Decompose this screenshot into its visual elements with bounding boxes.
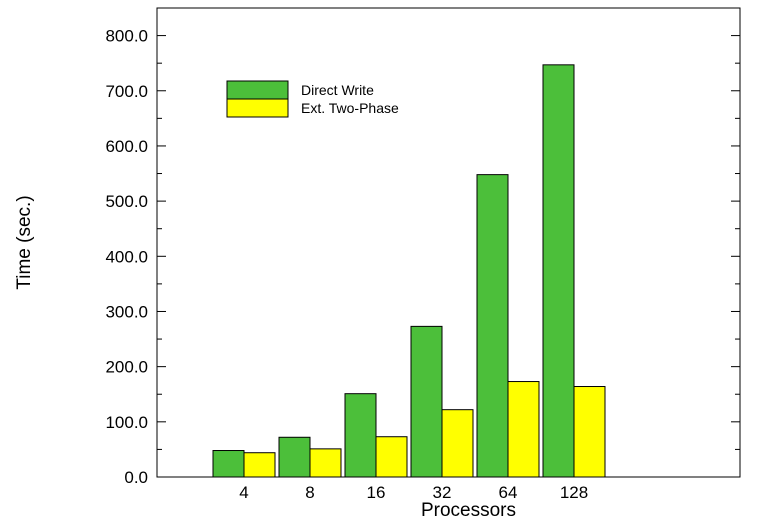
legend-label-direct-write: Direct Write xyxy=(301,82,374,98)
legend-label-ext-two-phase: Ext. Two-Phase xyxy=(301,100,399,116)
x-tick-label: 16 xyxy=(367,483,386,502)
x-tick-label: 128 xyxy=(560,483,588,502)
bar-ext-two-phase xyxy=(243,452,276,478)
bar-ext-two-phase xyxy=(507,381,540,478)
plot-area xyxy=(156,7,741,478)
bars xyxy=(212,64,606,478)
legend: Direct Write Ext. Two-Phase xyxy=(226,80,399,118)
y-tick-label: 600.0 xyxy=(105,137,148,156)
bar-direct-write xyxy=(344,393,377,478)
bar-direct-write xyxy=(476,174,509,478)
plot-frame xyxy=(156,7,741,478)
bar-direct-write xyxy=(542,64,575,478)
legend-swatch-direct-write xyxy=(226,80,289,100)
y-tick-label: 300.0 xyxy=(105,302,148,321)
legend-swatch-ext-two-phase xyxy=(226,98,289,118)
x-axis: 4 8 16 32 64 128 xyxy=(239,469,588,502)
bar-direct-write xyxy=(278,436,311,478)
bar-ext-two-phase xyxy=(375,436,408,478)
bar-ext-two-phase xyxy=(573,386,606,478)
x-tick-label: 4 xyxy=(239,483,248,502)
y-tick-label: 800.0 xyxy=(105,27,148,46)
x-tick-label: 64 xyxy=(499,483,518,502)
y-tick-label: 100.0 xyxy=(105,413,148,432)
bar-direct-write xyxy=(212,450,245,478)
y-axis-title: Time (sec.) xyxy=(14,195,35,289)
x-tick-label: 32 xyxy=(433,483,452,502)
y-tick-label: 400.0 xyxy=(105,247,148,266)
x-tick-label: 8 xyxy=(305,483,314,502)
y-tick-label: 700.0 xyxy=(105,82,148,101)
y-tick-label: 500.0 xyxy=(105,192,148,211)
bar-ext-two-phase xyxy=(309,448,342,478)
bar-ext-two-phase xyxy=(441,409,474,478)
bar-direct-write xyxy=(410,325,443,478)
y-tick-label: 0.0 xyxy=(124,468,148,487)
x-axis-title: Processors xyxy=(421,500,516,521)
y-axis: 0.0 100.0 200.0 300.0 400.0 500.0 600.0 700.0 80… xyxy=(105,27,740,487)
y-tick-label: 200.0 xyxy=(105,358,148,377)
